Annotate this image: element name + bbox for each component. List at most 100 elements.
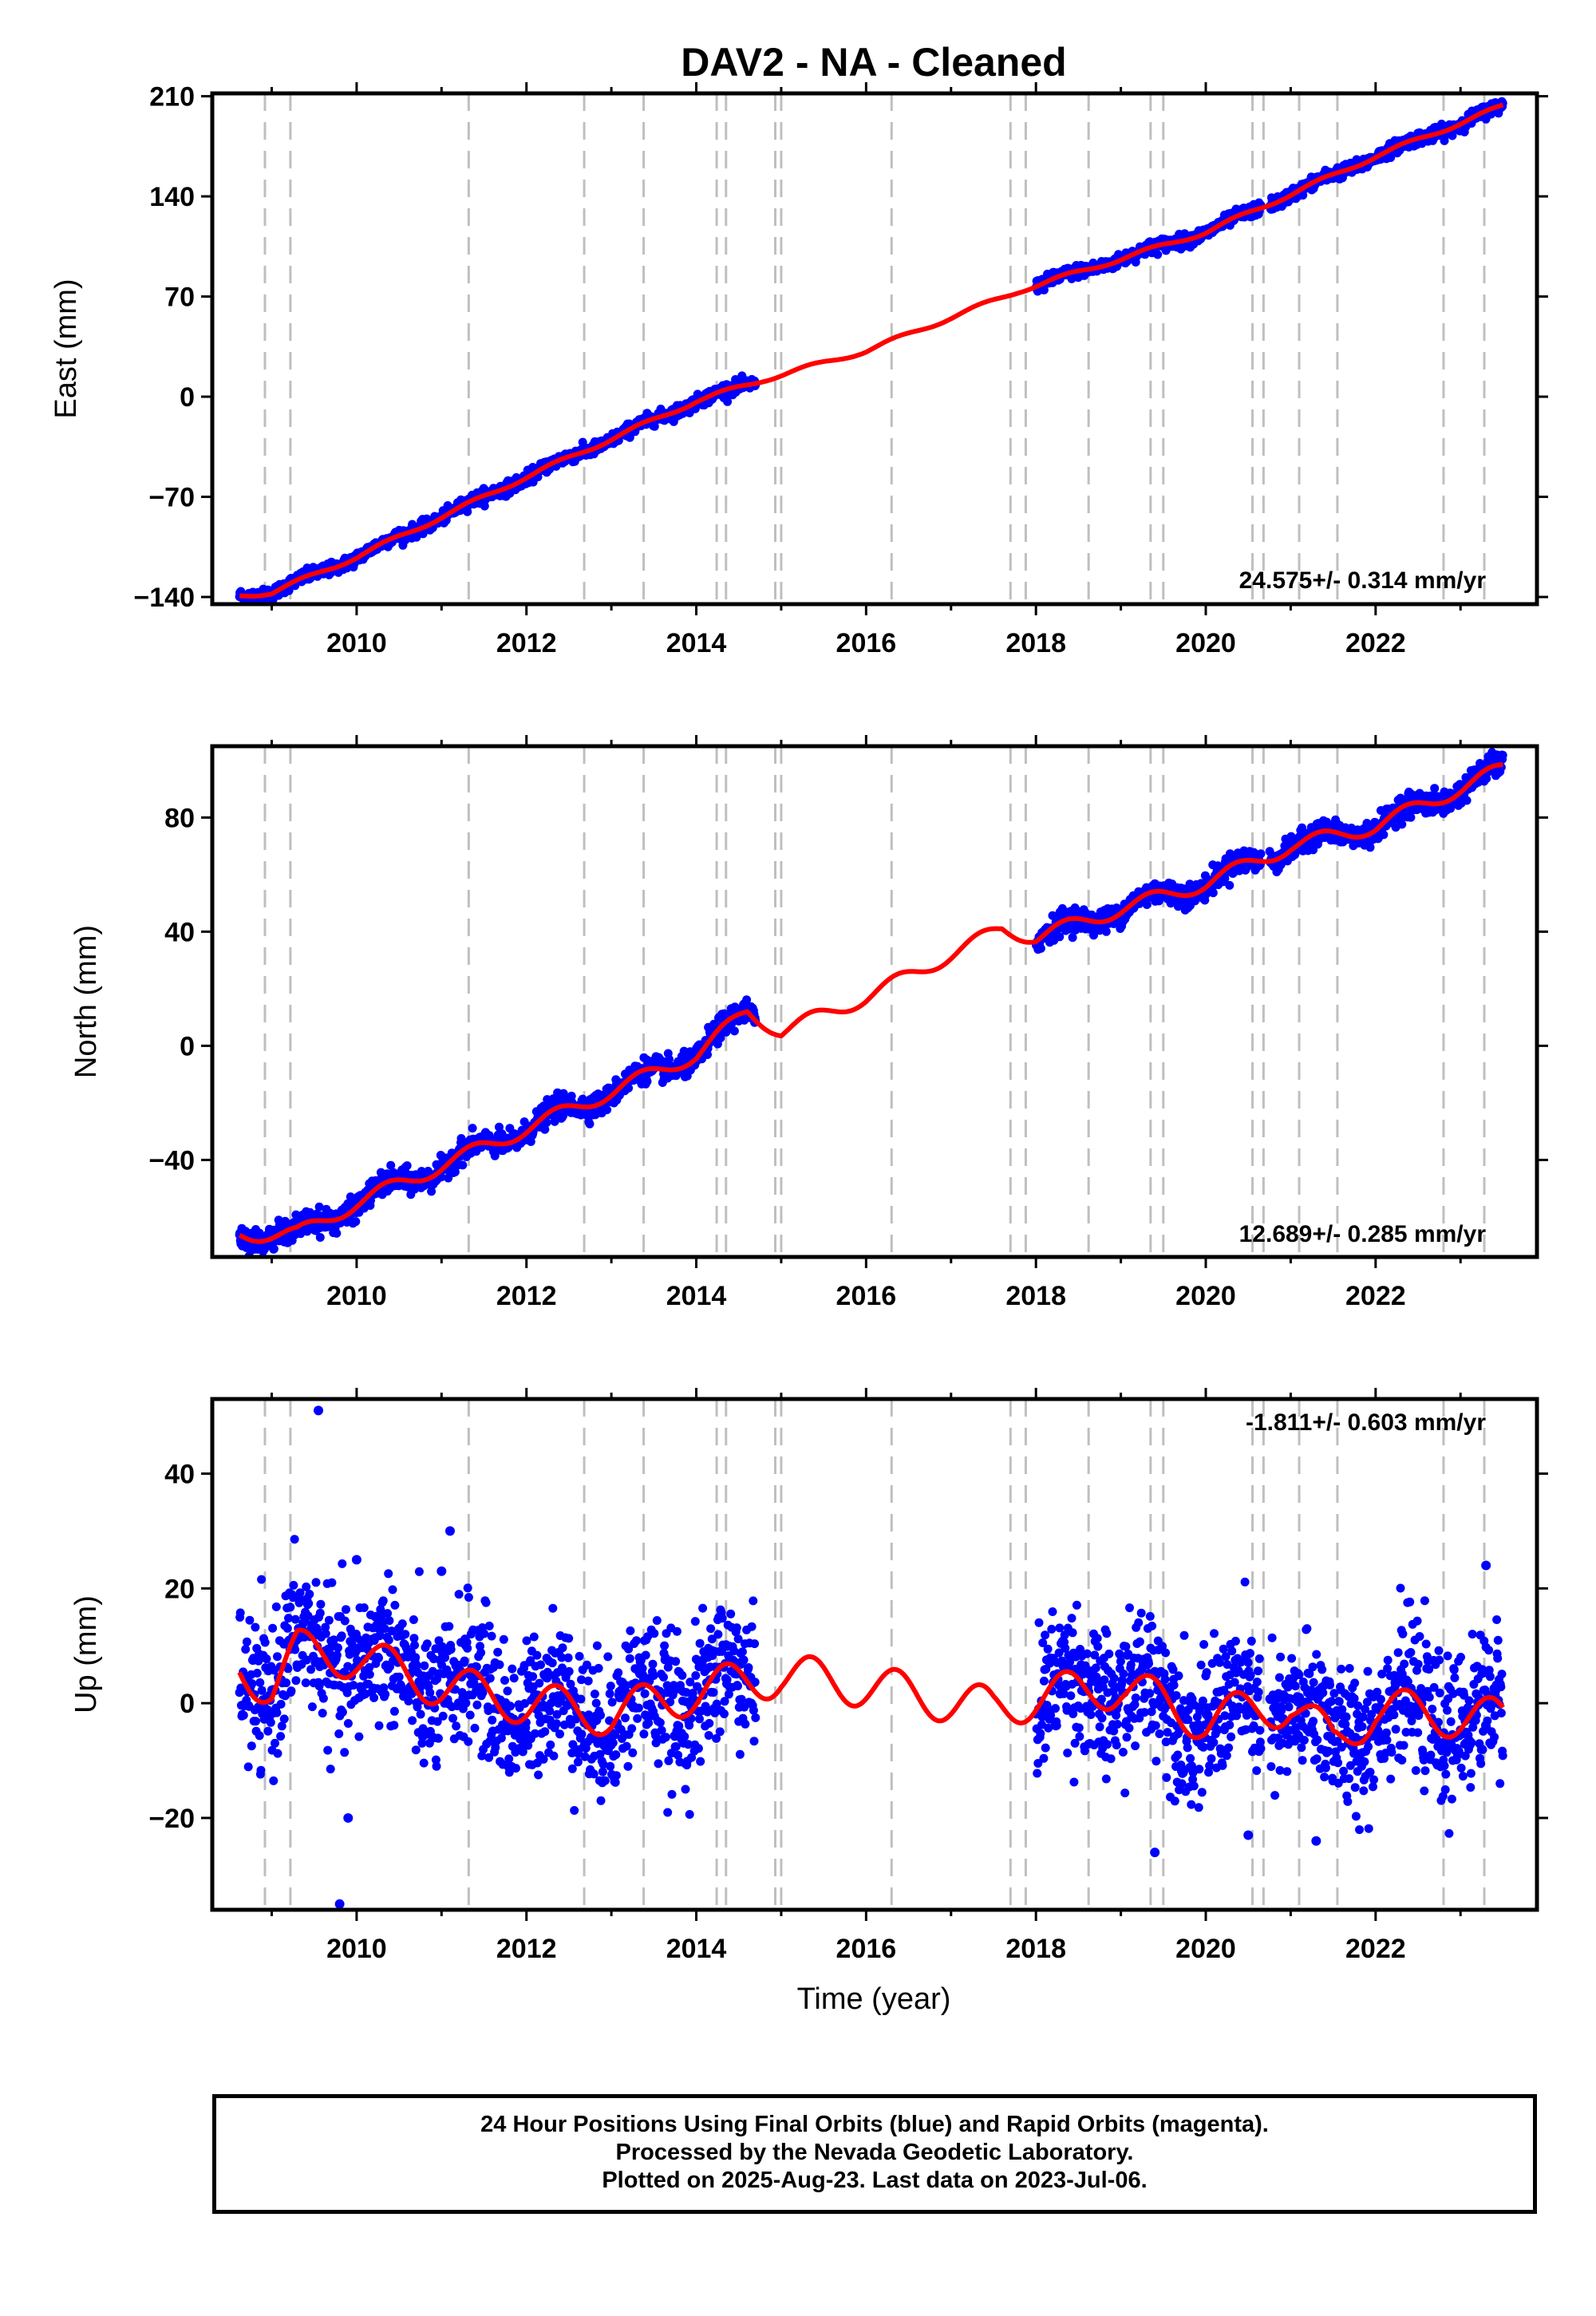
data-point <box>386 1160 396 1170</box>
data-point <box>286 1603 295 1612</box>
data-point <box>500 1676 509 1685</box>
data-point <box>642 1077 652 1086</box>
data-point <box>509 1674 519 1683</box>
data-point <box>365 1670 374 1679</box>
data-point <box>385 1616 394 1626</box>
data-point <box>318 1709 327 1718</box>
data-point <box>271 1602 281 1611</box>
data-point <box>388 1585 397 1595</box>
data-point <box>463 1643 472 1653</box>
data-point <box>359 1603 369 1612</box>
x-tick-label: 2012 <box>496 1281 557 1311</box>
data-point <box>585 1119 595 1128</box>
data-point <box>263 1726 273 1736</box>
data-point <box>273 1652 282 1662</box>
data-point <box>327 1578 337 1587</box>
data-point <box>305 1590 314 1599</box>
data-point <box>257 1575 267 1584</box>
data-point <box>282 1623 292 1633</box>
data-point <box>476 1648 486 1658</box>
data-point <box>340 1616 350 1626</box>
data-point <box>414 1567 424 1576</box>
data-point <box>484 1621 494 1630</box>
data-point <box>448 1713 457 1723</box>
data-point <box>369 1693 379 1702</box>
data-point <box>1055 932 1065 942</box>
data-point <box>324 1615 334 1625</box>
data-point <box>401 1630 410 1639</box>
data-point <box>301 1678 310 1688</box>
data-point <box>269 1776 279 1785</box>
data-point <box>504 1754 514 1764</box>
data-point <box>487 1631 496 1641</box>
y-tick-label: −40 <box>148 1145 195 1176</box>
data-points <box>235 97 1507 604</box>
y-tick-label: 0 <box>180 382 195 413</box>
data-point <box>276 1732 286 1741</box>
x-tick-label: 2020 <box>1175 628 1236 658</box>
data-point <box>1256 849 1266 859</box>
data-point <box>472 1700 482 1709</box>
data-point <box>420 1661 429 1670</box>
data-point <box>1406 812 1416 822</box>
data-point <box>342 1605 350 1614</box>
data-point <box>343 1719 353 1728</box>
data-point <box>255 1731 264 1741</box>
data-point <box>470 1723 480 1733</box>
data-point <box>290 1535 299 1544</box>
rate-label: 12.689+/- 0.285 mm/yr <box>1239 1221 1487 1247</box>
data-point <box>289 1580 298 1590</box>
data-point <box>397 1619 407 1629</box>
data-point <box>409 1615 418 1624</box>
data-point <box>460 1656 469 1666</box>
data-point <box>540 1124 550 1134</box>
data-point <box>286 1686 296 1696</box>
data-point <box>490 1151 500 1160</box>
data-point <box>432 1761 441 1771</box>
data-point <box>334 1729 344 1738</box>
data-point <box>291 1676 301 1686</box>
x-tick-label: 2012 <box>496 628 557 658</box>
x-tick-label: 2016 <box>836 628 897 658</box>
data-point <box>528 1672 538 1682</box>
data-point <box>323 1745 333 1755</box>
model-line <box>239 102 1504 599</box>
data-point <box>276 1699 286 1709</box>
data-point <box>716 1034 725 1043</box>
data-point <box>1208 888 1218 898</box>
data-point <box>311 1578 321 1587</box>
y-axis-label: North (mm) <box>69 925 103 1078</box>
data-point <box>463 1583 472 1593</box>
data-point <box>1498 750 1507 760</box>
data-point <box>381 1690 390 1699</box>
data-point <box>340 1748 350 1757</box>
data-point <box>332 1228 342 1238</box>
y-tick-label: −140 <box>133 583 195 613</box>
data-point <box>316 1599 326 1609</box>
data-point <box>252 1669 262 1678</box>
x-tick-label: 2010 <box>326 1281 387 1311</box>
data-point <box>351 1217 361 1227</box>
data-points <box>235 1405 1507 1909</box>
data-point <box>503 1686 512 1696</box>
data-point <box>729 1026 739 1036</box>
data-point <box>251 1622 260 1632</box>
x-tick-label: 2018 <box>1005 1281 1066 1311</box>
data-point <box>1068 933 1077 943</box>
x-tick-label: 2022 <box>1345 628 1406 658</box>
data-point <box>446 1645 456 1654</box>
data-point <box>1153 250 1163 259</box>
x-tick-label: 2014 <box>666 1281 727 1311</box>
data-point <box>411 1653 421 1662</box>
data-point <box>384 1569 393 1579</box>
data-point <box>468 1124 477 1133</box>
data-point <box>242 1637 251 1646</box>
data-point <box>542 1118 551 1127</box>
data-point <box>235 1608 245 1618</box>
data-point <box>334 1643 342 1653</box>
data-point <box>378 1596 388 1606</box>
y-tick-label: 140 <box>149 182 195 212</box>
x-tick-label: 2022 <box>1345 1281 1406 1311</box>
